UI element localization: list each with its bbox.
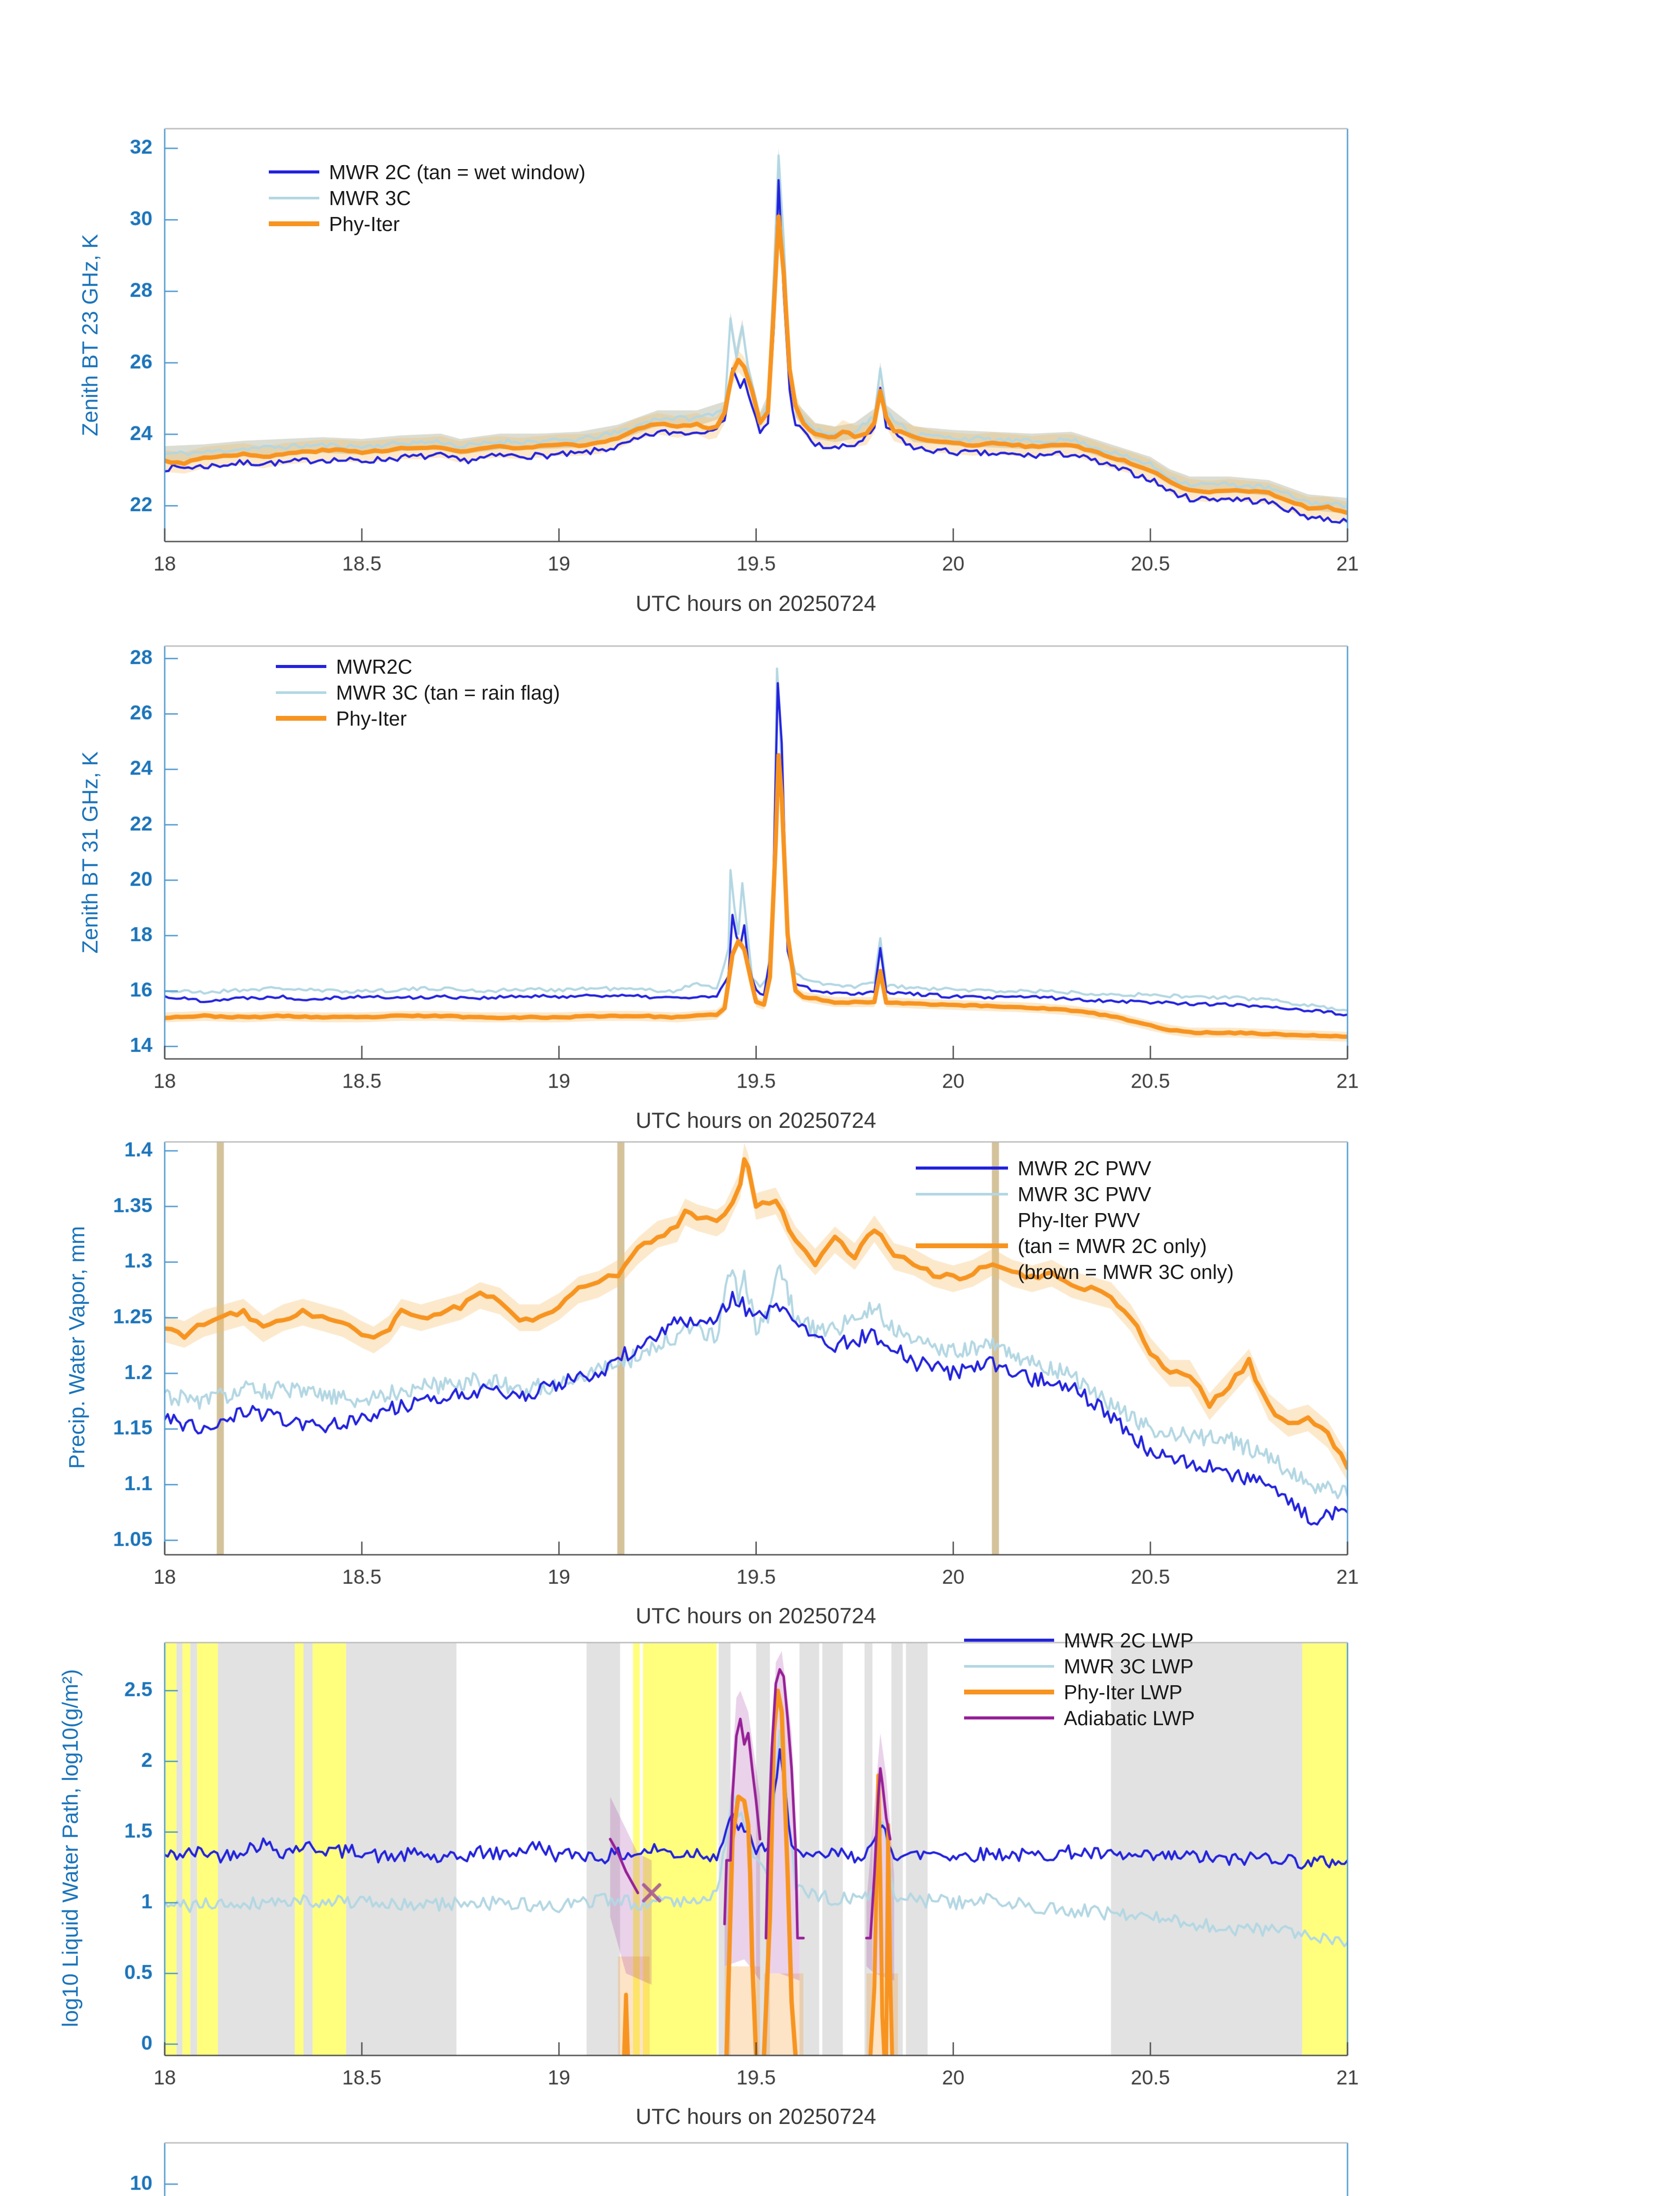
legend-item: MWR 3C bbox=[269, 185, 585, 211]
legend-label: MWR 2C PWV bbox=[1018, 1156, 1152, 1180]
legend-item: MWR 2C (tan = wet window) bbox=[269, 159, 585, 185]
legend-label: MWR2C bbox=[336, 655, 412, 678]
legend-line-swatch bbox=[269, 196, 319, 199]
panel4-xlabel: UTC hours on 20250724 bbox=[636, 2104, 876, 2129]
legend-label: MWR 3C LWP bbox=[1064, 1654, 1194, 1678]
legend-item: Adiabatic LWP bbox=[964, 1705, 1195, 1731]
legend-item: MWR 3C LWP bbox=[964, 1653, 1195, 1679]
legend-line-swatch bbox=[964, 1716, 1054, 1719]
panel1-xlabel: UTC hours on 20250724 bbox=[636, 591, 876, 616]
legend-line-swatch bbox=[276, 716, 326, 721]
legend-label: Phy-Iter LWP bbox=[1064, 1680, 1183, 1704]
legend-item: Phy-Iter bbox=[276, 705, 560, 731]
panel4-legend: MWR 2C LWP MWR 3C LWP Phy-Iter LWP Adiabati… bbox=[964, 1627, 1195, 1731]
legend-line-swatch bbox=[276, 691, 326, 694]
legend-item: Phy-Iter PWV bbox=[916, 1207, 1234, 1233]
legend-line-swatch bbox=[276, 665, 326, 668]
legend-label: MWR 2C (tan = wet window) bbox=[329, 160, 586, 184]
legend-item: MWR 2C PWV bbox=[916, 1155, 1234, 1181]
panel3-xlabel: UTC hours on 20250724 bbox=[636, 1604, 876, 1628]
legend-item: MWR 3C PWV bbox=[916, 1181, 1234, 1207]
panel3-legend: MWR 2C PWV MWR 3C PWV Phy-Iter PWV (tan = M… bbox=[916, 1155, 1234, 1285]
panel1-ylabel: Zenith BT 23 GHz, K bbox=[78, 234, 102, 437]
panel2-legend: MWR2C MWR 3C (tan = rain flag) Phy-Iter bbox=[276, 654, 560, 731]
legend-line-swatch bbox=[964, 1639, 1054, 1642]
legend-item: (brown = MWR 3C only) bbox=[916, 1259, 1234, 1285]
legend-line-swatch bbox=[269, 221, 319, 226]
legend-label: Adiabatic LWP bbox=[1064, 1706, 1195, 1730]
legend-line-swatch bbox=[916, 1192, 1008, 1196]
legend-label: MWR 2C LWP bbox=[1064, 1629, 1194, 1652]
legend-line-swatch bbox=[916, 1167, 1008, 1170]
legend-label: Phy-Iter bbox=[329, 212, 400, 235]
legend-line-swatch bbox=[269, 170, 319, 173]
legend-item: Phy-Iter LWP bbox=[964, 1679, 1195, 1705]
legend-item: MWR2C bbox=[276, 654, 560, 679]
panel3-ylabel: Precip. Water Vapor, mm bbox=[65, 1226, 89, 1469]
legend-line-swatch bbox=[964, 1690, 1054, 1694]
legend-item: Phy-Iter bbox=[269, 211, 585, 237]
legend-label: Phy-Iter PWV bbox=[1018, 1208, 1140, 1232]
panel2-ylabel: Zenith BT 31 GHz, K bbox=[78, 751, 102, 954]
legend-label: (tan = MWR 2C only) bbox=[1018, 1234, 1207, 1257]
legend-label: Phy-Iter bbox=[336, 707, 407, 730]
legend-label: MWR 3C PWV bbox=[1018, 1182, 1152, 1206]
legend-label: MWR 3C bbox=[329, 186, 411, 209]
panel4-ylabel: log10 Liquid Water Path, log10(g/m²) bbox=[58, 1669, 83, 2027]
legend-line-swatch bbox=[964, 1665, 1054, 1668]
legend-item: MWR 3C (tan = rain flag) bbox=[276, 679, 560, 705]
panel1-legend: MWR 2C (tan = wet window) MWR 3C Phy-Iter bbox=[269, 159, 585, 237]
legend-item: (tan = MWR 2C only) bbox=[916, 1233, 1234, 1259]
legend-line-swatch bbox=[916, 1243, 1008, 1248]
legend-label: MWR 3C (tan = rain flag) bbox=[336, 681, 560, 704]
legend-label: (brown = MWR 3C only) bbox=[1018, 1260, 1234, 1283]
legend-item: MWR 2C LWP bbox=[964, 1627, 1195, 1653]
panel2-xlabel: UTC hours on 20250724 bbox=[636, 1108, 876, 1133]
